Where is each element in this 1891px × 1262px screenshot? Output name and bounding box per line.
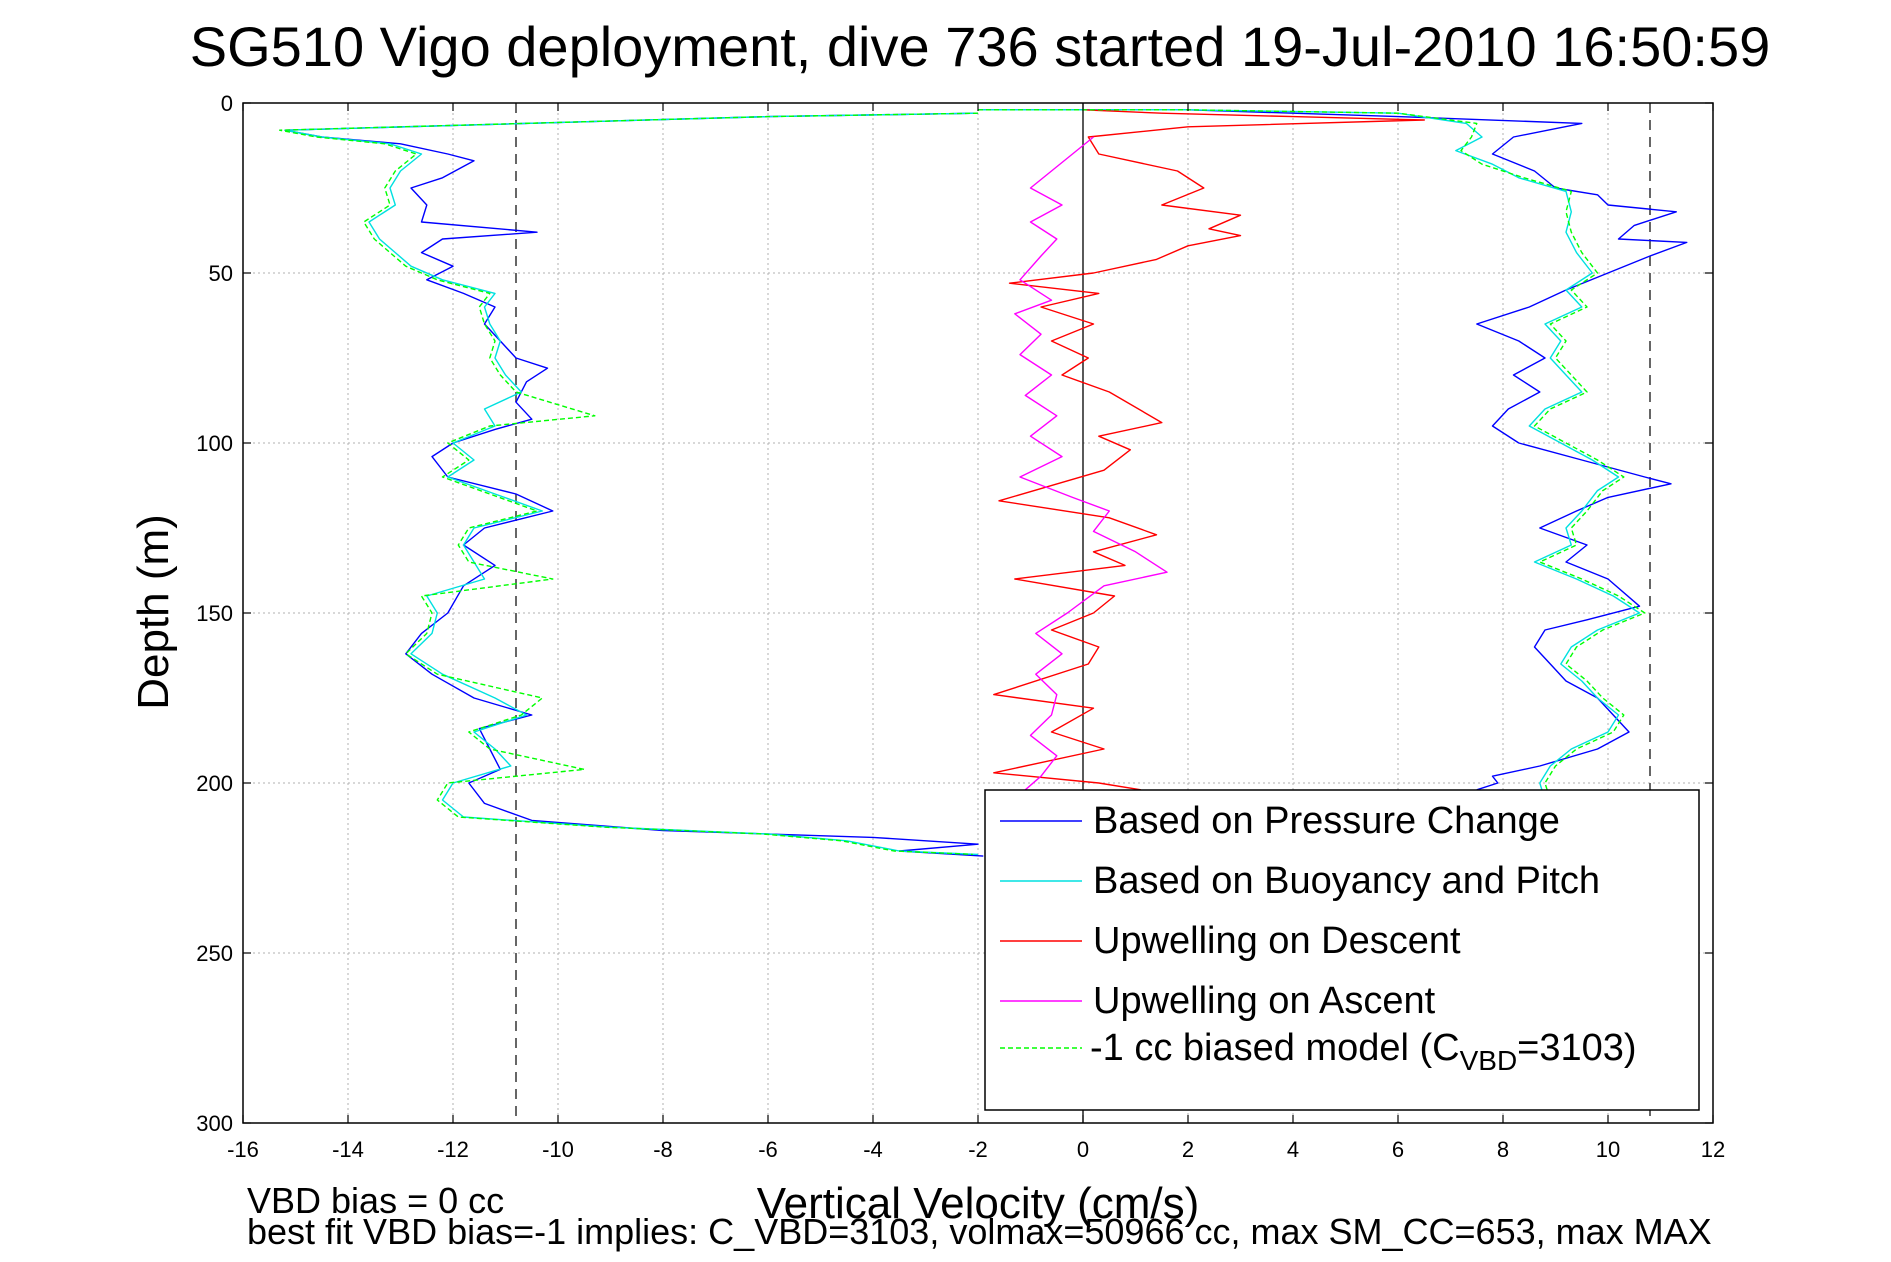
x-tick-label: -8 (653, 1137, 673, 1162)
x-tick-label: 4 (1287, 1137, 1299, 1162)
x-tick-label: 0 (1077, 1137, 1089, 1162)
y-tick-label: 100 (196, 431, 233, 456)
footnote-best-fit: best fit VBD bias=-1 implies: C_VBD=3103… (247, 1211, 1712, 1252)
legend-label-suffix: =3103) (1517, 1027, 1636, 1069)
footnote-vbd-bias: VBD bias = 0 cc (247, 1180, 504, 1221)
x-tick-label: -14 (332, 1137, 364, 1162)
x-tick-label: 2 (1182, 1137, 1194, 1162)
y-tick-label: 200 (196, 771, 233, 796)
y-axis-label: Depth (m) (129, 514, 178, 710)
x-tick-label: -6 (758, 1137, 778, 1162)
x-tick-label: 10 (1596, 1137, 1620, 1162)
series-line-6 (978, 109, 1646, 801)
y-tick-label: 250 (196, 941, 233, 966)
x-axis-label: Vertical Velocity (cm/s) (757, 1179, 1200, 1228)
y-tick-label: 300 (196, 1111, 233, 1136)
series-line-4 (993, 109, 1426, 791)
y-tick-label: 150 (196, 601, 233, 626)
legend-label: Based on Pressure Change (1093, 800, 1560, 842)
x-axis-ticks: -16 -14 -12 -10 -8 -6 -4 -2 0 2 4 6 8 10 12 (227, 103, 1725, 1162)
series-line-2 (978, 109, 1641, 801)
legend-label-subscript: VBD (1460, 1045, 1518, 1076)
x-tick-label: 6 (1392, 1137, 1404, 1162)
legend-box (984, 789, 1700, 1111)
y-tick-label: 50 (209, 261, 233, 286)
legend: Based on Pressure Change Based on Buoyanc… (984, 789, 1700, 1111)
legend-label: Based on Buoyancy and Pitch (1093, 860, 1600, 902)
chart-title: SG510 Vigo deployment, dive 736 started … (190, 15, 1771, 78)
x-tick-label: -4 (863, 1137, 883, 1162)
y-axis-ticks: 0 50 100 150 200 250 300 (196, 91, 1713, 1136)
legend-label-prefix: -1 cc biased model (C (1090, 1027, 1460, 1069)
series-line-7 (279, 112, 979, 856)
legend-label: Upwelling on Ascent (1093, 980, 1436, 1022)
x-tick-label: 12 (1701, 1137, 1725, 1162)
legend-label: Upwelling on Descent (1093, 920, 1461, 962)
legend-label: -1 cc biased model (CVBD=3103) (1090, 1027, 1637, 1076)
x-tick-label: -12 (437, 1137, 469, 1162)
x-tick-label: 8 (1497, 1137, 1509, 1162)
series-line-1 (284, 112, 984, 857)
x-tick-label: -10 (542, 1137, 574, 1162)
x-tick-label: -2 (968, 1137, 988, 1162)
series-layer (279, 109, 1688, 857)
series-line-5 (1014, 136, 1168, 791)
series-line-3 (284, 112, 979, 856)
series-line-0 (978, 109, 1688, 791)
x-tick-label: -16 (227, 1137, 259, 1162)
y-tick-label: 0 (221, 91, 233, 116)
